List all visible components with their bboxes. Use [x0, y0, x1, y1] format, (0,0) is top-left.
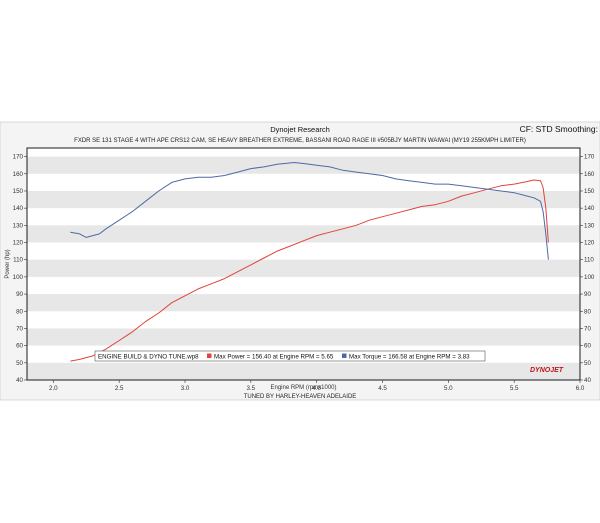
y-tick-label-right: 160 — [584, 171, 595, 178]
y-tick-label: 70 — [16, 325, 23, 332]
chart-subtitle: FXDR SE 131 STAGE 4 WITH APE CRS12 CAM, … — [74, 138, 526, 144]
legend-swatch-torque — [342, 353, 347, 358]
legend-entry-torque: Max Torque = 166.58 at Engine RPM = 3.83 — [349, 354, 470, 361]
y-tick-label-right: 80 — [584, 308, 591, 315]
grid-band — [27, 225, 580, 243]
legend-entry-power: Max Power = 156.40 at Engine RPM = 5.65 — [214, 354, 334, 361]
y-tick-label: 170 — [13, 154, 24, 161]
tuner-credit: TUNED BY HARLEY-HEAVEN ADELAIDE — [244, 394, 357, 400]
x-tick-label: 6.0 — [576, 385, 585, 392]
x-axis-label: Engine RPM (rpmx1000) — [270, 385, 336, 391]
y-tick-label-right: 140 — [584, 205, 595, 212]
y-tick-label: 160 — [13, 171, 24, 178]
y-tick-label-right: 50 — [584, 360, 591, 367]
y-tick-label-right: 60 — [584, 343, 591, 350]
y-tick-label: 120 — [13, 240, 24, 247]
y-axis-label: Power (hp) — [5, 249, 11, 278]
y-tick-label: 140 — [13, 205, 24, 212]
y-tick-label: 40 — [16, 377, 23, 384]
y-tick-label-right: 90 — [584, 291, 591, 298]
y-tick-label: 130 — [13, 222, 24, 229]
torque-curve — [70, 162, 549, 260]
y-tick-label-right: 150 — [584, 188, 595, 195]
y-tick-label-right: 130 — [584, 222, 595, 229]
chart-title: Dynojet Research — [270, 125, 330, 134]
correction-factor-label: CF: STD Smoothing: — [520, 124, 598, 134]
grid-band — [27, 362, 580, 380]
x-tick-label: 4.5 — [378, 385, 387, 392]
y-tick-label: 150 — [13, 188, 24, 195]
y-axis-right: 40 50 60 70 80 90 100 110 120 130 140 150 160 170 — [580, 154, 595, 384]
x-tick-label: 4.0 — [312, 385, 321, 392]
y-tick-label: 110 — [13, 257, 23, 264]
legend-swatch-power — [207, 353, 212, 358]
x-tick-label: 5.0 — [444, 385, 453, 392]
series-layer — [70, 162, 549, 362]
y-tick-label: 80 — [16, 308, 23, 315]
x-axis: 2.0 2.5 3.0 3.5 4.0 4.5 5.0 5.5 6.0 — [49, 380, 585, 392]
x-tick-label: 2.5 — [115, 385, 124, 392]
legend: ENGINE BUILD & DYNO TUNE.wp8 Max Power =… — [94, 350, 486, 362]
grid-bands — [27, 148, 580, 380]
x-tick-label: 3.5 — [247, 385, 256, 392]
grid-band — [27, 328, 580, 346]
legend-run-name: ENGINE BUILD & DYNO TUNE.wp8 — [98, 354, 199, 361]
y-tick-label-right: 170 — [584, 154, 595, 161]
plot-frame — [26, 147, 581, 381]
y-tick-label-right: 110 — [584, 257, 594, 264]
x-tick-label: 2.0 — [49, 385, 58, 392]
y-tick-label-right: 70 — [584, 325, 591, 332]
y-tick-label: 90 — [16, 291, 23, 298]
grid-band — [27, 294, 580, 312]
power-curve — [70, 179, 549, 362]
y-axis-left: 40 50 60 70 80 90 100 110 120 130 140 150 160 170 — [13, 154, 27, 384]
y-tick-label-right: 40 — [584, 377, 591, 384]
y-tick-label: 50 — [16, 360, 23, 367]
x-tick-label: 5.5 — [510, 385, 519, 392]
grid-band — [27, 190, 580, 209]
grid-band — [27, 156, 580, 174]
y-tick-label-right: 120 — [584, 240, 595, 247]
x-tick-label: 3.0 — [181, 385, 190, 392]
grid-band — [27, 259, 580, 277]
legend-box — [94, 350, 486, 362]
y-tick-label: 60 — [16, 343, 23, 350]
dynojet-logo: DYNOJET — [530, 367, 564, 374]
y-tick-label: 100 — [13, 274, 24, 281]
y-tick-label-right: 100 — [584, 274, 595, 281]
